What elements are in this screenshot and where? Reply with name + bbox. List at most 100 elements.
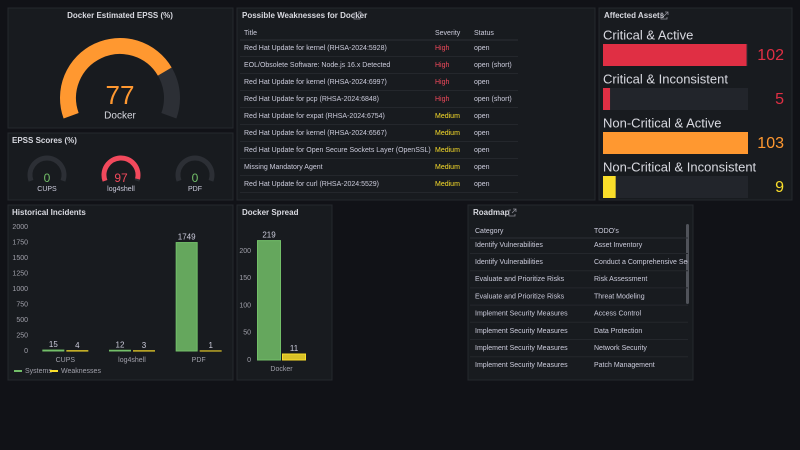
column-header: Title <box>244 30 257 37</box>
table-cell: Implement Security Measures <box>475 362 568 369</box>
panel-title[interactable]: Roadmap <box>473 208 510 217</box>
bar-value-label: 1749 <box>178 233 196 242</box>
table-cell: High <box>435 62 450 69</box>
bar <box>109 349 131 352</box>
panel-title: Docker Spread <box>242 208 299 217</box>
table-cell: Red Hat Update for Open Secure Sockets L… <box>244 147 431 154</box>
x-tick-label: CUPS <box>56 357 76 364</box>
x-tick-label: log4shell <box>118 357 146 364</box>
link-icon[interactable] <box>508 208 517 217</box>
gauge-label: Docker <box>104 111 136 122</box>
legend-label: Systems <box>25 368 52 375</box>
legend-swatch <box>50 370 58 372</box>
table-cell: Implement Security Measures <box>475 311 568 318</box>
table-cell: Medium <box>435 130 460 137</box>
panel <box>467 204 694 381</box>
table-cell: open <box>474 147 490 154</box>
gauge-value-text: 97 <box>114 171 128 185</box>
table-cell: Threat Modeling <box>594 293 645 300</box>
x-tick-label: Docker <box>270 366 293 373</box>
y-tick-label: 1750 <box>12 239 28 246</box>
y-tick-label: 200 <box>239 248 251 255</box>
panel-title: Docker Estimated EPSS (%) <box>67 11 173 20</box>
bar-value <box>603 44 747 66</box>
panel <box>7 7 234 129</box>
bar <box>257 240 281 361</box>
table-cell: Evaluate and Prioritize Risks <box>475 293 565 300</box>
gauge-track <box>175 155 215 182</box>
column-header: Status <box>474 30 494 37</box>
table-cell: Medium <box>435 147 460 154</box>
panel-title[interactable]: Possible Weaknesses for Docker <box>242 11 367 20</box>
asset-value: 102 <box>757 47 784 64</box>
column-header: Severity <box>435 30 461 37</box>
table-cell: Medium <box>435 164 460 171</box>
roadmap-body: Category TODO's Identify Vulnerabilities As… <box>470 228 722 369</box>
gauge-value-text: 0 <box>44 171 51 185</box>
gauge-value-text: 77 <box>106 80 135 110</box>
y-tick-label: 150 <box>239 275 251 282</box>
asset-value: 5 <box>775 91 784 108</box>
table-cell: Conduct a Comprehensive Security Audit <box>594 259 722 266</box>
table-cell: Medium <box>435 113 460 120</box>
y-tick-label: 2000 <box>12 224 28 231</box>
y-tick-label: 500 <box>16 317 28 324</box>
table-cell: Red Hat Update for curl (RHSA-2024:5529) <box>244 181 379 188</box>
bar-value-label: 1 <box>208 341 213 350</box>
panel <box>236 7 596 201</box>
panel <box>7 132 234 201</box>
link-icons <box>353 11 669 217</box>
table-cell: Medium <box>435 181 460 188</box>
table-cell: open <box>474 79 490 86</box>
table-cell: High <box>435 45 450 52</box>
table-cell: Risk Assessment <box>594 276 647 283</box>
column-header: Category <box>475 228 504 235</box>
bar-value-label: 4 <box>75 341 80 350</box>
y-tick-label: 0 <box>24 348 28 355</box>
table-cell: open (short) <box>474 96 512 103</box>
bar-value-label: 12 <box>116 340 125 349</box>
asset-value: 103 <box>757 135 784 152</box>
panel <box>7 204 234 381</box>
link-icon[interactable] <box>660 11 669 20</box>
panel <box>236 204 333 381</box>
y-tick-label: 1500 <box>12 255 28 262</box>
bar <box>175 242 198 352</box>
table-cell: Missing Mandatory Agent <box>244 164 323 171</box>
y-tick-label: 750 <box>16 301 28 308</box>
bar-value-label: 3 <box>142 341 147 350</box>
y-tick-label: 1000 <box>12 286 28 293</box>
column-header: TODO's <box>594 228 619 235</box>
gauge-label: PDF <box>188 186 202 193</box>
bar-value-label: 219 <box>262 231 276 240</box>
gauge-value <box>60 38 172 119</box>
bar-value-label: 15 <box>49 340 58 349</box>
table-cell: open (short) <box>474 62 512 69</box>
table-cell: High <box>435 96 450 103</box>
table-cell: Implement Security Measures <box>475 328 568 335</box>
x-tick-label: PDF <box>192 357 206 364</box>
table-cell: EOL/Obsolete Software: Node.js 16.x Dete… <box>244 62 390 69</box>
bar <box>282 353 306 361</box>
y-tick-label: 0 <box>247 357 251 364</box>
table-cell: Patch Management <box>594 362 655 369</box>
table-cell: open <box>474 113 490 120</box>
table-cell: Identify Vulnerabilities <box>475 242 543 249</box>
y-tick-label: 50 <box>243 330 251 337</box>
asset-label: Non-Critical & Inconsistent <box>603 159 757 174</box>
y-tick-label: 100 <box>239 302 251 309</box>
link-icon[interactable] <box>353 11 362 20</box>
scrollbar[interactable] <box>686 224 689 304</box>
y-tick-label: 250 <box>16 332 28 339</box>
panel-title[interactable]: Affected Assets <box>604 11 665 20</box>
table-cell: open <box>474 130 490 137</box>
table-cell: Evaluate and Prioritize Risks <box>475 276 565 283</box>
bar-track <box>603 176 748 198</box>
table-cell: Access Control <box>594 311 642 318</box>
table-cell: Red Hat Update for kernel (RHSA-2024:656… <box>244 130 387 137</box>
asset-label: Non-Critical & Active <box>603 115 721 130</box>
table-cell: Red Hat Update for expat (RHSA-2024:6754… <box>244 113 385 120</box>
table-cell: Data Protection <box>594 328 642 335</box>
asset-label: Critical & Inconsistent <box>603 71 728 86</box>
